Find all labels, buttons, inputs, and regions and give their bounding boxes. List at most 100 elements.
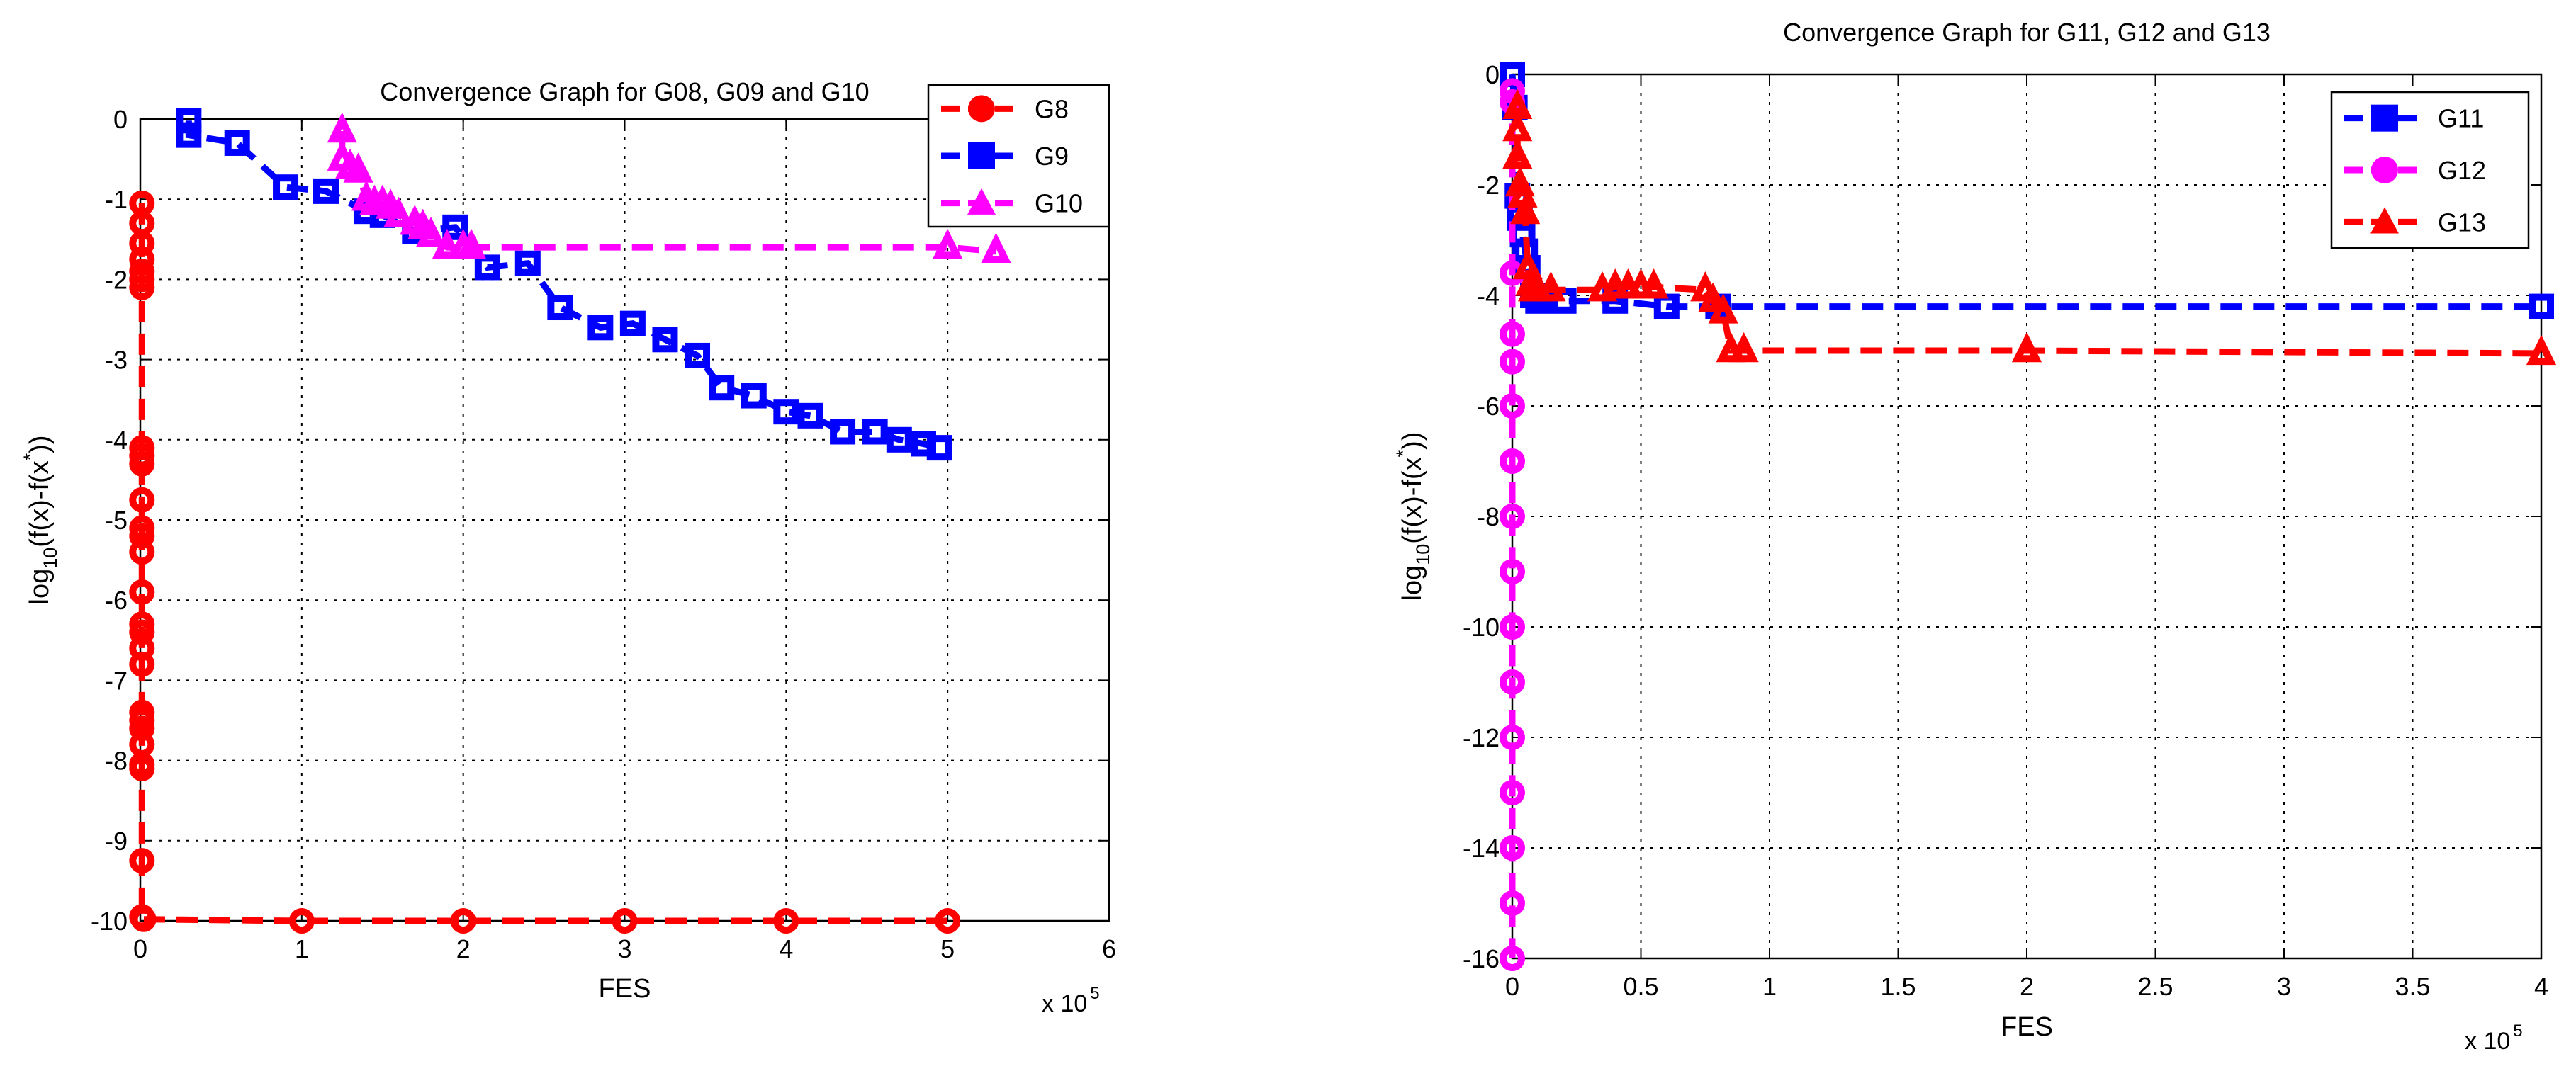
data-point-G9 [685, 342, 711, 368]
x-tick-label: 3 [2277, 972, 2291, 1001]
data-point-G9 [474, 254, 500, 281]
y-tick-label: -10 [91, 907, 128, 936]
data-point-G9 [830, 419, 856, 445]
y-axis-label-suffix: )) [25, 436, 55, 453]
data-point-G11 [2529, 293, 2554, 319]
x-tick-label: 4 [2534, 972, 2548, 1001]
series-line-G9 [185, 120, 940, 451]
data-point-G9 [224, 130, 250, 156]
data-point-G13 [2011, 332, 2042, 363]
data-point-G8 [129, 487, 155, 513]
data-point-G9 [862, 419, 888, 445]
data-point-G9 [886, 426, 912, 453]
data-point-G12 [1500, 946, 1525, 971]
legend-label-G12: G12 [2438, 156, 2486, 185]
data-point-G9 [547, 295, 573, 321]
chart-2: 0 0.5 1 1.5 2 2.5 3 3.5 4 0 -2 -4 -6 -8 -10 -12 -14 -16 Co… [1393, 18, 2557, 1055]
data-point-G8 [129, 651, 155, 677]
data-point-G9 [926, 435, 952, 461]
y-axis-label-mid: (f(x)-f(x [1397, 457, 1427, 543]
data-point-G13 [1536, 271, 1566, 302]
data-point-G9 [619, 310, 646, 336]
x-tick-label: 2 [456, 934, 471, 963]
y-tick-label: -14 [1463, 834, 1500, 863]
x-axis-exponent: x 10 5 [1042, 984, 1100, 1017]
data-point-G12 [1500, 614, 1525, 640]
data-point-G12 [1500, 835, 1525, 861]
data-point-G12 [1500, 448, 1525, 474]
chart-1: 0 1 2 3 4 5 6 0 -1 -2 -3 -4 -5 -6 -7 -8 -9 -10 Convergence… [20, 77, 1116, 1017]
y-tick-label: -6 [105, 586, 128, 615]
data-point-G12 [1500, 349, 1525, 375]
y-tick-label: 0 [113, 105, 128, 134]
data-point-G12 [1500, 321, 1525, 347]
data-point-G9 [176, 122, 202, 148]
y-axis-label-mid: (f(x)-f(x [25, 460, 55, 547]
x-axis-exponent-base: x 10 [1042, 990, 1087, 1017]
y-axis-label-subscript: 10 [40, 548, 61, 569]
data-point-G13 [1690, 271, 1721, 302]
x-tick-label: 6 [1102, 934, 1116, 963]
data-point-G13 [1698, 282, 1728, 313]
data-point-G12 [1500, 504, 1525, 529]
y-tick-label: -10 [1463, 613, 1500, 642]
x-axis-exponent: x 10 5 [2465, 1021, 2523, 1055]
x-axis-exponent-base: x 10 [2465, 1028, 2510, 1055]
data-point-G9 [773, 399, 799, 425]
y-tick-label: -8 [105, 747, 128, 776]
data-point-G8 [129, 451, 155, 477]
y-tick-label: -12 [1463, 723, 1500, 752]
x-tick-label: 2.5 [2137, 972, 2173, 1001]
y-axis-label-prefix: log [25, 569, 55, 605]
legend-label-G9: G9 [1035, 142, 1069, 171]
x-tick-label: 5 [940, 934, 955, 963]
data-point-G8 [288, 908, 315, 934]
series-G8 [129, 190, 961, 934]
data-point-G8 [130, 906, 157, 932]
series-G13 [1502, 89, 2557, 366]
data-point-G13 [1510, 193, 1541, 225]
data-point-G10 [383, 196, 414, 227]
y-axis-label-suffix: )) [1397, 432, 1427, 450]
legend-marker-G8 [968, 95, 995, 123]
data-point-G12 [1500, 393, 1525, 419]
legend-label-G13: G13 [2438, 208, 2486, 237]
y-tick-label: -8 [1477, 502, 1500, 531]
legend: G8 G9 G10 [927, 84, 1110, 228]
x-axis-exponent-power: 5 [2513, 1021, 2522, 1041]
x-tick-label: 0 [1505, 972, 1519, 1001]
x-tick-label: 1.5 [1880, 972, 1916, 1001]
data-point-G8 [129, 579, 155, 605]
legend-marker-G10 [967, 188, 996, 215]
data-point-G13 [1502, 138, 1533, 169]
data-point-G10 [432, 228, 462, 259]
y-tick-label: 0 [1485, 60, 1500, 89]
y-tick-label: -9 [105, 827, 128, 856]
legend-label-G10: G10 [1035, 189, 1083, 218]
legend-marker-G13 [2370, 207, 2399, 234]
x-tick-label: 1 [1762, 972, 1777, 1001]
y-tick-label: -3 [105, 346, 128, 375]
series-G10 [327, 112, 1011, 263]
data-point-G9 [273, 174, 299, 200]
legend-label-G8: G8 [1035, 94, 1069, 123]
y-axis-label-prefix: log [1397, 565, 1427, 601]
data-point-G8 [129, 848, 155, 874]
data-point-G13 [1708, 293, 1738, 324]
x-tick-label: 0.5 [1623, 972, 1658, 1001]
legend-marker-G12 [2371, 157, 2398, 183]
data-point-G8 [129, 539, 155, 565]
data-point-G10 [456, 228, 487, 259]
data-point-G9 [709, 375, 735, 401]
y-tick-label: -16 [1463, 944, 1500, 973]
x-axis-label: FES [599, 974, 651, 1004]
x-axis-exponent-power: 5 [1090, 984, 1099, 1003]
data-point-G10 [343, 152, 373, 183]
y-tick-label: -2 [1477, 171, 1500, 200]
y-tick-label: -4 [105, 426, 128, 455]
data-point-G13 [1638, 268, 1669, 299]
legend-label-G11: G11 [2438, 104, 2484, 133]
legend-marker-G11 [2371, 104, 2398, 132]
data-point-G9 [514, 250, 541, 276]
legend: G11 G12 G13 [2330, 91, 2530, 249]
